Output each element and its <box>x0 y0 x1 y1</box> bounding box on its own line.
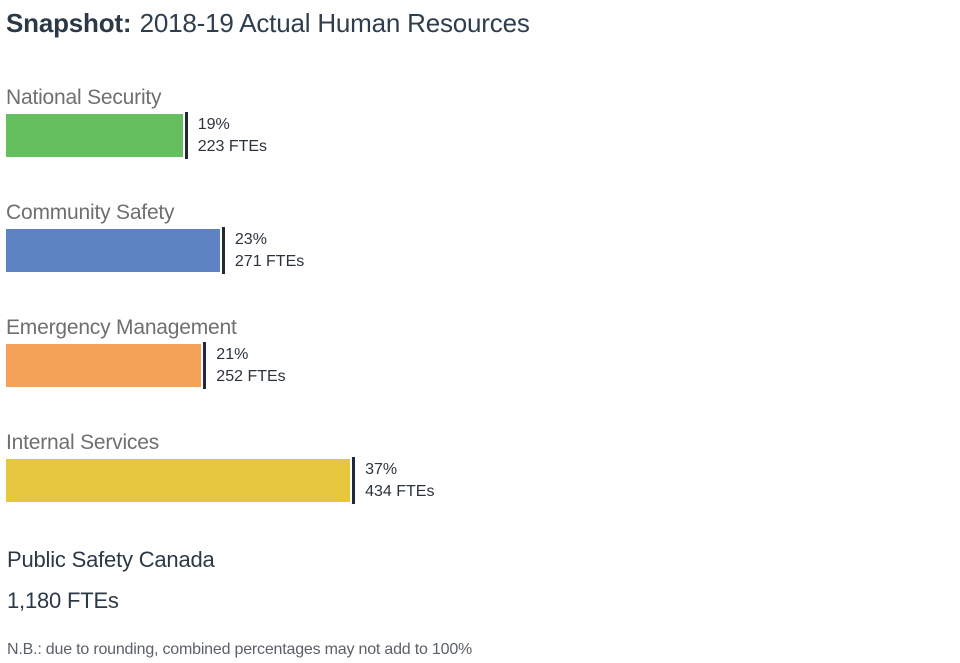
page-title-prefix: Snapshot: <box>6 8 132 38</box>
bar <box>6 114 183 157</box>
percent-value: 19% <box>197 115 230 133</box>
percent-value: 23% <box>234 230 267 248</box>
bar <box>6 229 220 272</box>
bar-end-line <box>184 112 188 159</box>
bar-group-internal-services: Internal Services 37% 434 FTEs <box>6 431 950 504</box>
bar-values: 19% 223 FTEs <box>198 114 267 158</box>
total-block: Public Safety Canada 1,180 FTEs <box>6 546 950 615</box>
bar-group-community-safety: Community Safety 23% 271 FTEs <box>6 201 950 274</box>
ftes-value: 252 FTEs <box>216 367 286 385</box>
bar-values: 37% 434 FTEs <box>365 459 434 503</box>
page-title-text: 2018-19 Actual Human Resources <box>139 8 530 38</box>
category-label: Internal Services <box>6 431 160 454</box>
bar-row: 21% 252 FTEs <box>6 342 950 389</box>
total-ftes-value: 1,180 FTEs <box>7 588 119 613</box>
category-label: Emergency Management <box>6 316 237 339</box>
bar-group-emergency-management: Emergency Management 21% 252 FTEs <box>6 316 950 389</box>
bar-values: 21% 252 FTEs <box>216 344 285 388</box>
rounding-footnote: N.B.: due to rounding, combined percenta… <box>7 641 473 658</box>
bar <box>6 459 351 502</box>
bar <box>6 344 202 387</box>
total-organization-name: Public Safety Canada <box>7 547 215 572</box>
bar-values: 23% 271 FTEs <box>235 229 304 273</box>
ftes-value: 271 FTEs <box>234 252 305 270</box>
page-title: Snapshot: 2018-19 Actual Human Resources <box>6 8 950 38</box>
percent-value: 21% <box>216 345 249 363</box>
category-label: Community Safety <box>6 201 175 224</box>
bar-row: 37% 434 FTEs <box>6 457 950 504</box>
ftes-value: 434 FTEs <box>365 482 435 500</box>
bar-row: 19% 223 FTEs <box>6 112 950 159</box>
bar-end-line <box>221 227 225 274</box>
bar-row: 23% 271 FTEs <box>6 227 950 274</box>
hr-bar-chart: National Security 19% 223 FTEs Community… <box>6 86 950 504</box>
bar-end-line <box>203 342 207 389</box>
ftes-value: 223 FTEs <box>197 137 268 155</box>
bar-end-line <box>352 457 356 504</box>
percent-value: 37% <box>365 460 398 478</box>
bar-group-national-security: National Security 19% 223 FTEs <box>6 86 950 159</box>
category-label: National Security <box>6 86 162 109</box>
